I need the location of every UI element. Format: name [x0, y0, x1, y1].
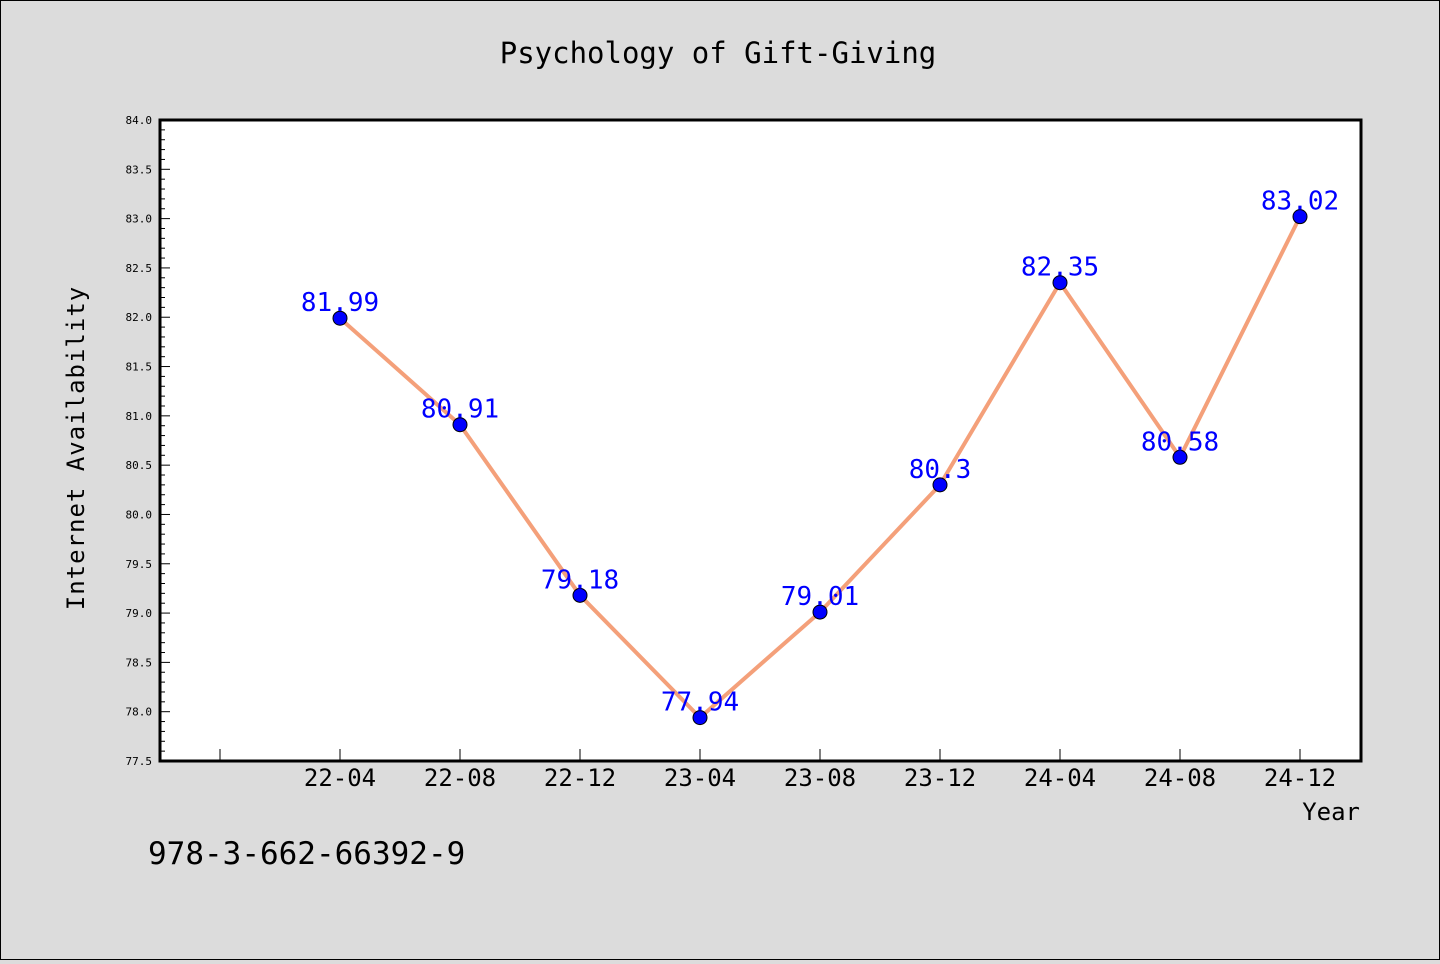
- data-point: [812, 604, 828, 620]
- y-tick-label: 79.0: [126, 607, 153, 620]
- data-point: [452, 417, 468, 433]
- y-tick-label: 83.0: [126, 213, 153, 226]
- y-axis-label: Internet Availability: [62, 286, 90, 610]
- x-tick-label: 24-08: [1144, 764, 1216, 792]
- data-label: 79.18: [541, 565, 619, 595]
- data-point: [572, 587, 588, 603]
- x-tick-label: 24-12: [1264, 764, 1336, 792]
- data-label: 83.02: [1261, 187, 1339, 217]
- x-tick-label: 22-12: [544, 764, 616, 792]
- x-axis-label: Year: [1302, 798, 1360, 826]
- footer-isbn: 978-3-662-66392-9: [148, 836, 465, 872]
- y-tick-label: 82.5: [126, 262, 153, 275]
- data-point: [1292, 209, 1308, 225]
- data-label: 80.91: [421, 395, 499, 425]
- data-label: 79.01: [781, 582, 859, 612]
- y-tick-label: 80.5: [126, 459, 153, 472]
- y-tick-label: 84.0: [126, 114, 153, 127]
- y-axis: 77.5 78.0 78.5 79.0 79.5 80.0 80.5 81.0 81.5 82.0…: [126, 114, 170, 768]
- y-tick-label: 83.5: [126, 163, 153, 176]
- x-tick-label: 23-08: [784, 764, 856, 792]
- y-tick-label: 82.0: [126, 311, 153, 324]
- y-tick-label: 81.0: [126, 410, 153, 423]
- x-tick-label: 23-12: [904, 764, 976, 792]
- y-tick-label: 81.5: [126, 361, 153, 374]
- x-axis: 22-04 22-08 22-12 23-04 23-08 23-12 24-04 24-08…: [219, 749, 1336, 792]
- series-layer: 81.99 80.91 79.18 77.94 79.01 80.3 82.35 80.58 8…: [301, 187, 1339, 726]
- data-point: [1052, 275, 1068, 291]
- x-tick-label: 22-08: [424, 764, 496, 792]
- data-label: 80.58: [1141, 427, 1219, 457]
- x-tick-label: 23-04: [664, 764, 736, 792]
- y-tick-label: 79.5: [126, 558, 153, 571]
- y-tick-label: 78.5: [126, 656, 153, 669]
- x-tick-label: 22-04: [304, 764, 376, 792]
- data-label: 77.94: [661, 688, 739, 718]
- data-point: [932, 477, 948, 493]
- data-label: 81.99: [301, 288, 379, 318]
- chart-title: Psychology of Gift-Giving: [500, 36, 937, 70]
- data-point: [692, 710, 708, 726]
- y-tick-label: 80.0: [126, 508, 153, 521]
- data-point: [1172, 449, 1188, 465]
- data-label: 80.3: [909, 455, 972, 485]
- y-tick-label: 77.5: [126, 755, 153, 768]
- plot-area: [158, 118, 1363, 763]
- y-tick-label: 78.0: [126, 706, 153, 719]
- x-tick-label: 24-04: [1024, 764, 1096, 792]
- data-label: 82.35: [1021, 253, 1099, 283]
- data-point: [332, 310, 348, 326]
